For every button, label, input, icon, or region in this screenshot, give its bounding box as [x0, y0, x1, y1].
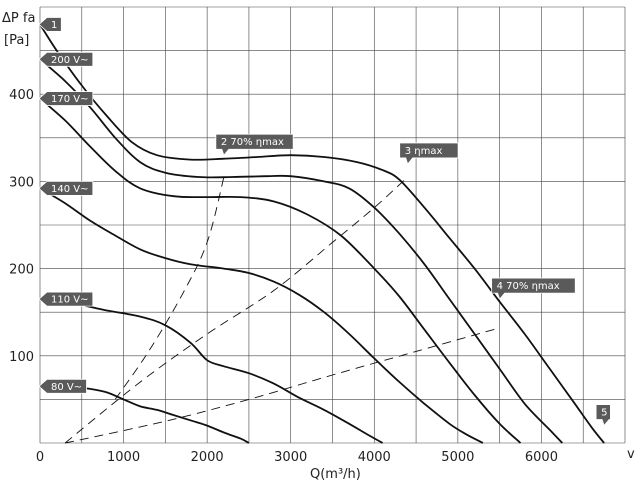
- curve-tag-left: 1: [38, 17, 62, 32]
- curve-tag-label: 2 70% ηmax: [221, 137, 284, 148]
- curve-tag-shape: [38, 17, 62, 32]
- x-tick-label: 4000: [358, 450, 391, 465]
- fan-curve-4: [39, 187, 484, 444]
- fan-curve-1: [39, 23, 605, 444]
- curve-tag-shape: [38, 51, 94, 67]
- y-tick-label: 300: [9, 175, 34, 190]
- curve-tag-shape: [38, 378, 87, 394]
- fan-curve-2: [39, 58, 563, 444]
- curve-tag-left: 200 V~: [38, 51, 94, 67]
- curve-tag-top: 5: [595, 404, 611, 427]
- x-tick-label: 2000: [191, 450, 224, 465]
- curve-tag-label: 170 V~: [51, 94, 89, 105]
- x-axis-unit-right: v: [627, 447, 635, 462]
- curve-tag-shape: [38, 91, 94, 106]
- curve-tag-left: 170 V~: [38, 91, 94, 106]
- curve-tag-top: 3 ηmax: [399, 142, 459, 165]
- x-tick-label: 3000: [274, 450, 307, 465]
- efficiency-lines: [64, 176, 500, 444]
- curve-tag-label: 5: [601, 408, 607, 419]
- x-tick-label: 6000: [525, 450, 558, 465]
- curve-tag-shape: [399, 142, 459, 165]
- curve-tag-label: 200 V~: [51, 55, 89, 66]
- curve-tags: 1 200 V~ 170 V~ 140 V~ 110 V~ 80 V~ 2 70% ηmax…: [38, 17, 611, 427]
- fan-curves: [39, 23, 605, 444]
- tick-labels: 0 1000 2000 3000 4000 5000 6000 100 200 300 400: [9, 88, 558, 465]
- fan-curve-6: [39, 385, 250, 444]
- curve-tag-shape: [38, 180, 94, 196]
- y-tick-label: 100: [9, 350, 34, 365]
- curve-tag-shape: [215, 133, 294, 157]
- curve-tag-left: 80 V~: [38, 378, 87, 394]
- curve-tag-top: 2 70% ηmax: [215, 133, 294, 157]
- curve-tag-shape: [38, 291, 94, 307]
- curve-tag-label: 140 V~: [51, 184, 89, 195]
- fan-curve-3: [39, 97, 522, 444]
- y-axis-unit: [Pa]: [4, 33, 29, 48]
- efficiency-line-2: [64, 176, 409, 444]
- curve-tag-left: 140 V~: [38, 180, 94, 196]
- curve-tag-label: 80 V~: [51, 382, 82, 393]
- efficiency-line-3: [65, 327, 500, 444]
- curve-tag-shape: [595, 404, 611, 427]
- x-tick-label: 0: [36, 450, 44, 465]
- x-tick-label: 5000: [441, 450, 474, 465]
- curve-tag-label: 1: [51, 20, 57, 31]
- curve-tag-label: 3 ηmax: [405, 146, 443, 157]
- x-axis-title: Q(m³/h): [310, 467, 361, 482]
- x-tick-label: 1000: [107, 450, 140, 465]
- efficiency-line-1: [114, 176, 225, 400]
- y-tick-label: 200: [9, 263, 34, 278]
- fan-curve-5: [39, 298, 384, 444]
- y-tick-label: 400: [9, 88, 34, 103]
- grid: [39, 6, 626, 444]
- curve-tag-left: 110 V~: [38, 291, 94, 307]
- curve-tag-label: 4 70% ηmax: [497, 281, 560, 292]
- curve-tag-shape: [491, 277, 576, 300]
- curve-tag-top: 4 70% ηmax: [491, 277, 576, 300]
- curve-tag-label: 110 V~: [51, 295, 89, 306]
- y-axis-title: ΔP fa: [2, 11, 35, 26]
